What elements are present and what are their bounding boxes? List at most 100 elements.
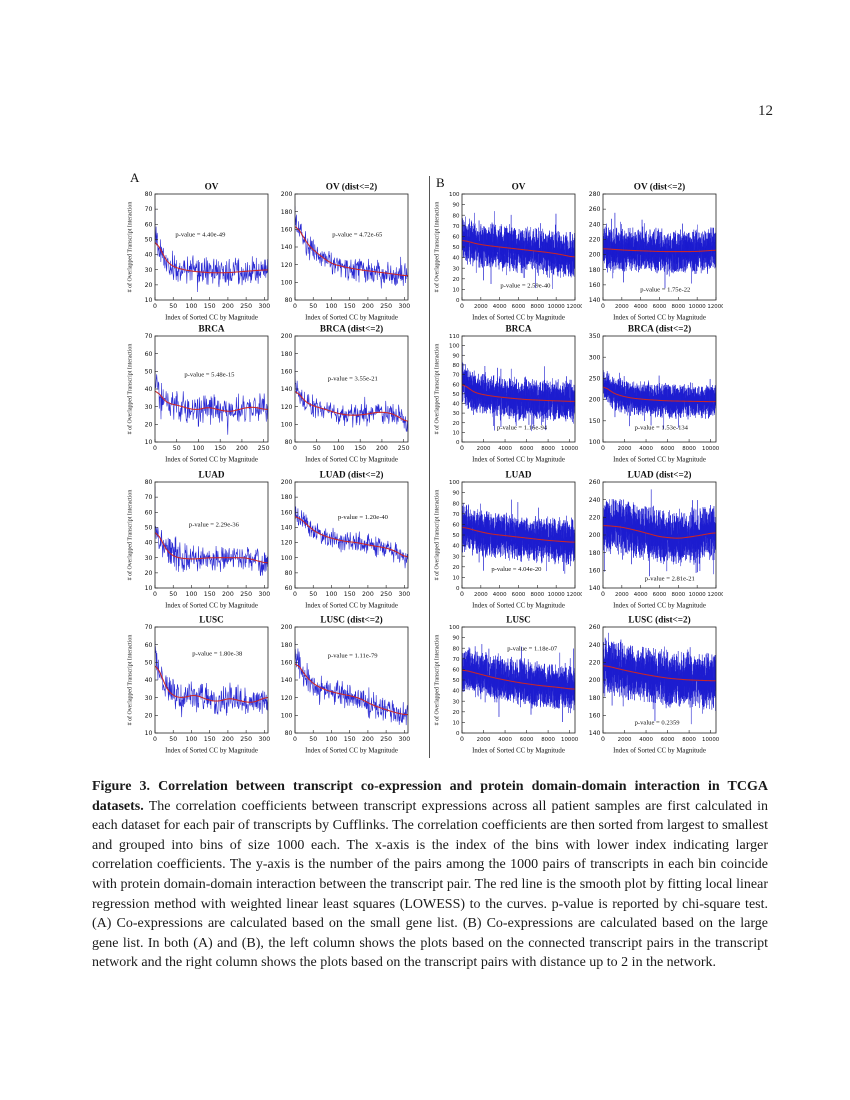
svg-text:50: 50 — [173, 445, 181, 452]
plot-B-ov-dist-2: 140 160 180 200 220 240 260 280 0 2000 4000 6000 800… — [589, 182, 723, 322]
svg-text:200: 200 — [362, 303, 374, 310]
svg-text:100: 100 — [193, 445, 205, 452]
x-axis-label: Index of Sorted CC by Magnitude — [613, 603, 706, 610]
svg-text:6000: 6000 — [661, 446, 675, 452]
svg-text:50: 50 — [313, 445, 321, 452]
svg-text:200: 200 — [281, 191, 293, 198]
svg-text:30: 30 — [453, 554, 460, 560]
svg-text:2000: 2000 — [615, 304, 629, 310]
plot-title: LUSC — [506, 615, 531, 625]
x-axis-label: Index of Sorted CC by Magnitude — [165, 748, 258, 755]
svg-text:150: 150 — [204, 591, 216, 598]
svg-text:0: 0 — [456, 440, 460, 446]
svg-text:60: 60 — [453, 235, 460, 241]
lowess-line — [295, 516, 408, 558]
plot-title: BRCA — [505, 324, 531, 334]
svg-text:300: 300 — [258, 303, 270, 310]
svg-text:40: 40 — [145, 386, 153, 393]
svg-text:180: 180 — [281, 494, 293, 501]
svg-text:2000: 2000 — [618, 737, 632, 743]
svg-text:10000: 10000 — [689, 592, 707, 598]
panel-label-a: A — [130, 170, 140, 185]
svg-text:30: 30 — [453, 699, 460, 705]
x-axis-label: Index of Sorted CC by Magnitude — [165, 603, 258, 610]
svg-text:50: 50 — [169, 736, 177, 743]
svg-text:80: 80 — [285, 439, 293, 446]
svg-text:30: 30 — [453, 266, 460, 272]
p-value-label: p-value = 2.81e-21 — [645, 576, 695, 583]
svg-text:60: 60 — [145, 351, 153, 358]
svg-text:40: 40 — [453, 256, 460, 262]
svg-text:2000: 2000 — [477, 446, 491, 452]
x-axis-label: Index of Sorted CC by Magnitude — [305, 315, 398, 322]
svg-text:250: 250 — [589, 376, 601, 383]
svg-text:100: 100 — [281, 555, 293, 562]
lowess-line — [295, 663, 408, 716]
plot-B-luad-dist-2: 140 160 180 200 220 240 260 0 2000 4000 6000 8000 10… — [589, 470, 723, 610]
svg-text:4000: 4000 — [498, 737, 512, 743]
svg-text:80: 80 — [453, 213, 460, 219]
svg-text:0: 0 — [601, 591, 605, 598]
svg-text:300: 300 — [398, 303, 410, 310]
svg-text:100: 100 — [281, 421, 293, 428]
svg-text:6000: 6000 — [520, 446, 534, 452]
svg-text:2000: 2000 — [615, 592, 629, 598]
svg-text:40: 40 — [145, 252, 153, 259]
svg-text:150: 150 — [344, 591, 356, 598]
svg-text:160: 160 — [281, 509, 293, 516]
p-value-label: p-value = 1.18e-07 — [507, 645, 558, 652]
svg-text:50: 50 — [453, 245, 460, 251]
figure-caption: Figure 3. Correlation between transcript… — [92, 777, 768, 973]
svg-text:80: 80 — [453, 501, 460, 507]
svg-text:10000: 10000 — [689, 304, 707, 310]
panel-divider — [429, 176, 430, 758]
plot-A-ov: 10 20 30 40 50 60 70 80 0 50 100 150 200 250 300 OV p-va… — [127, 182, 271, 322]
x-axis-label: Index of Sorted CC by Magnitude — [613, 457, 706, 464]
svg-text:0: 0 — [460, 591, 464, 598]
x-axis-label: Index of Sorted CC by Magnitude — [165, 457, 258, 464]
plot-title: LUAD — [505, 470, 531, 480]
svg-text:220: 220 — [589, 237, 601, 244]
svg-text:40: 40 — [453, 544, 460, 550]
svg-text:12000: 12000 — [707, 304, 723, 310]
svg-text:70: 70 — [145, 206, 153, 213]
svg-text:10: 10 — [145, 439, 153, 446]
svg-text:10: 10 — [453, 288, 460, 294]
svg-text:220: 220 — [589, 659, 601, 666]
data-series — [603, 632, 716, 725]
svg-text:120: 120 — [281, 695, 293, 702]
svg-text:140: 140 — [281, 386, 293, 393]
svg-text:8000: 8000 — [671, 592, 685, 598]
x-axis-label: Index of Sorted CC by Magnitude — [613, 748, 706, 755]
svg-text:2000: 2000 — [618, 446, 632, 452]
svg-text:80: 80 — [453, 363, 460, 369]
svg-text:30: 30 — [145, 695, 153, 702]
svg-text:8000: 8000 — [682, 737, 696, 743]
svg-text:4000: 4000 — [639, 446, 653, 452]
caption-title: Figure 3. Correlation between transcript… — [92, 779, 768, 814]
svg-text:100: 100 — [326, 303, 338, 310]
svg-text:80: 80 — [285, 730, 293, 737]
svg-text:50: 50 — [309, 736, 317, 743]
svg-text:90: 90 — [453, 491, 460, 497]
svg-text:50: 50 — [145, 525, 153, 532]
data-series — [155, 350, 268, 435]
x-axis-label: Index of Sorted CC by Magnitude — [472, 748, 565, 755]
svg-text:100: 100 — [186, 591, 198, 598]
svg-text:0: 0 — [601, 445, 605, 452]
p-value-label: p-value = 5.48e-15 — [184, 371, 235, 378]
svg-text:250: 250 — [258, 445, 270, 452]
plot-title: LUSC (dist<=2) — [628, 615, 690, 625]
p-value-label: p-value = 0.2359 — [635, 720, 681, 727]
caption-body: The correlation coefficients between tra… — [92, 798, 768, 971]
svg-text:50: 50 — [145, 368, 153, 375]
y-axis-label: # of Overlapped Transcript Interaction — [127, 344, 134, 435]
svg-text:140: 140 — [281, 677, 293, 684]
svg-text:10000: 10000 — [702, 737, 720, 743]
svg-text:2000: 2000 — [474, 592, 488, 598]
svg-text:10000: 10000 — [561, 446, 579, 452]
svg-text:100: 100 — [449, 192, 460, 198]
svg-text:160: 160 — [281, 659, 293, 666]
p-value-label: p-value = 1.53e-134 — [635, 424, 689, 431]
lowess-line — [603, 665, 716, 682]
